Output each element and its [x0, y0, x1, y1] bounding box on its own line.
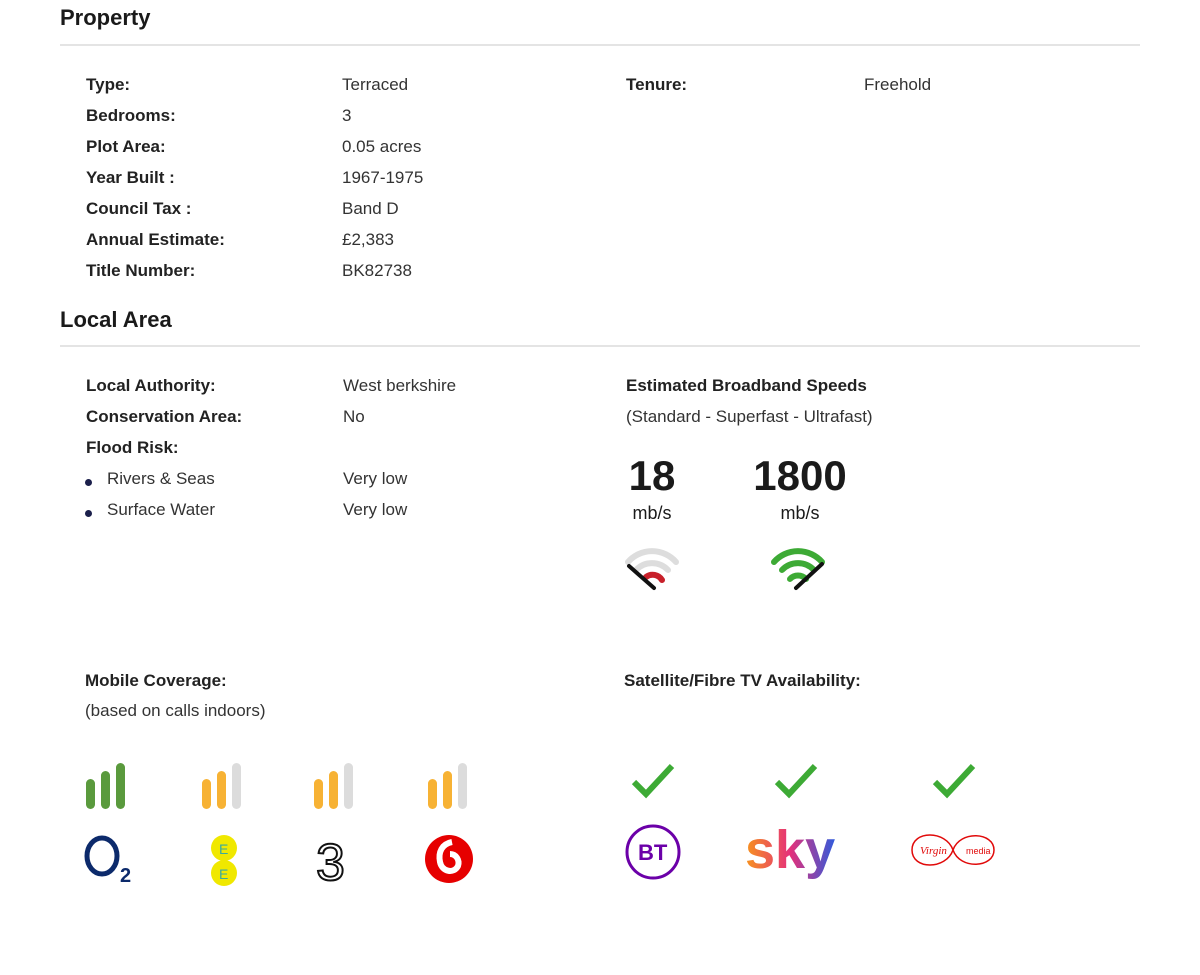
divider	[60, 345, 1140, 347]
signal-bar	[458, 763, 467, 809]
svg-text:Virgin: Virgin	[920, 845, 947, 857]
signal-bar	[443, 771, 452, 809]
vodafone-logo-icon	[425, 835, 473, 883]
signal-bars-icon	[202, 763, 241, 809]
field-label: Flood Risk:	[86, 438, 179, 457]
three-logo-icon: 3	[315, 834, 346, 886]
ultrafast-speed: 1800	[753, 452, 847, 499]
broadband-title: Estimated Broadband Speeds	[626, 376, 867, 395]
local-area-heading: Local Area	[60, 307, 172, 332]
svg-text:BT: BT	[638, 840, 668, 865]
ee-logo-icon: EE	[211, 835, 237, 886]
signal-bar	[344, 763, 353, 809]
field-label: Bedrooms:	[86, 106, 176, 125]
field-label: Conservation Area:	[86, 407, 243, 426]
slow-speed-gauge-icon	[625, 548, 679, 590]
signal-bar	[217, 771, 226, 809]
sky-logo-icon: sky	[745, 820, 835, 880]
standard-speed-unit: mb/s	[632, 503, 672, 523]
available-check-icon	[774, 763, 818, 799]
signal-bar	[314, 779, 323, 809]
field-value: 0.05 acres	[342, 137, 422, 156]
field-label: Year Built :	[86, 168, 175, 187]
field-value: Band D	[342, 199, 399, 218]
standard-speed: 18	[628, 452, 676, 499]
field-value: £2,383	[342, 230, 394, 249]
svg-text:3: 3	[316, 834, 345, 886]
bt-logo-icon: BT	[625, 824, 681, 880]
tenure-label: Tenure:	[626, 75, 688, 94]
field-label: Annual Estimate:	[86, 230, 225, 249]
signal-bars-icon	[428, 763, 467, 809]
field-value: No	[343, 407, 365, 426]
signal-bar	[86, 779, 95, 809]
flood-rivers-label: Rivers & Seas	[107, 469, 215, 488]
svg-text:2: 2	[120, 865, 131, 886]
field-label: Council Tax :	[86, 199, 192, 218]
field-value: Terraced	[342, 75, 409, 94]
available-check-icon	[932, 763, 976, 799]
field-value: BK82738	[342, 261, 412, 280]
o2-logo-icon: 2	[84, 835, 131, 886]
mobile-coverage-title: Mobile Coverage:	[85, 671, 227, 690]
svg-text:sky: sky	[745, 820, 835, 880]
field-value: 1967-1975	[342, 168, 424, 187]
virgin-media-logo-icon: Virgin media	[911, 834, 995, 866]
tenure-value: Freehold	[864, 75, 932, 94]
signal-bar	[232, 763, 241, 809]
signal-bar	[202, 779, 211, 809]
svg-text:E: E	[219, 866, 228, 882]
flood-rivers-value: Very low	[343, 469, 408, 488]
signal-bar	[428, 779, 437, 809]
property-heading: Property	[60, 5, 151, 30]
flood-surface-label: Surface Water	[107, 500, 216, 519]
available-check-icon	[631, 763, 675, 799]
svg-text:E: E	[219, 841, 228, 857]
field-label: Title Number:	[86, 261, 196, 280]
signal-bar	[116, 763, 125, 809]
signal-bars-icon	[314, 763, 353, 809]
field-label: Plot Area:	[86, 137, 166, 156]
ultrafast-speed-unit: mb/s	[780, 503, 820, 523]
field-value: West berkshire	[343, 376, 457, 395]
field-label: Local Authority:	[86, 376, 216, 395]
svg-text:media: media	[966, 846, 991, 856]
broadband-subtitle: (Standard - Superfast - Ultrafast)	[626, 407, 873, 426]
bullet	[85, 510, 92, 517]
field-label: Type:	[86, 75, 131, 94]
mobile-coverage-subtitle: (based on calls indoors)	[85, 701, 266, 720]
bullet	[85, 479, 92, 486]
tv-title: Satellite/Fibre TV Availability:	[624, 671, 861, 690]
field-value: 3	[342, 106, 352, 125]
signal-bars-icon	[86, 763, 125, 809]
flood-surface-value: Very low	[343, 500, 408, 519]
signal-bar	[101, 771, 110, 809]
fast-speed-gauge-icon	[771, 548, 825, 590]
signal-bar	[329, 771, 338, 809]
divider	[60, 44, 1140, 46]
